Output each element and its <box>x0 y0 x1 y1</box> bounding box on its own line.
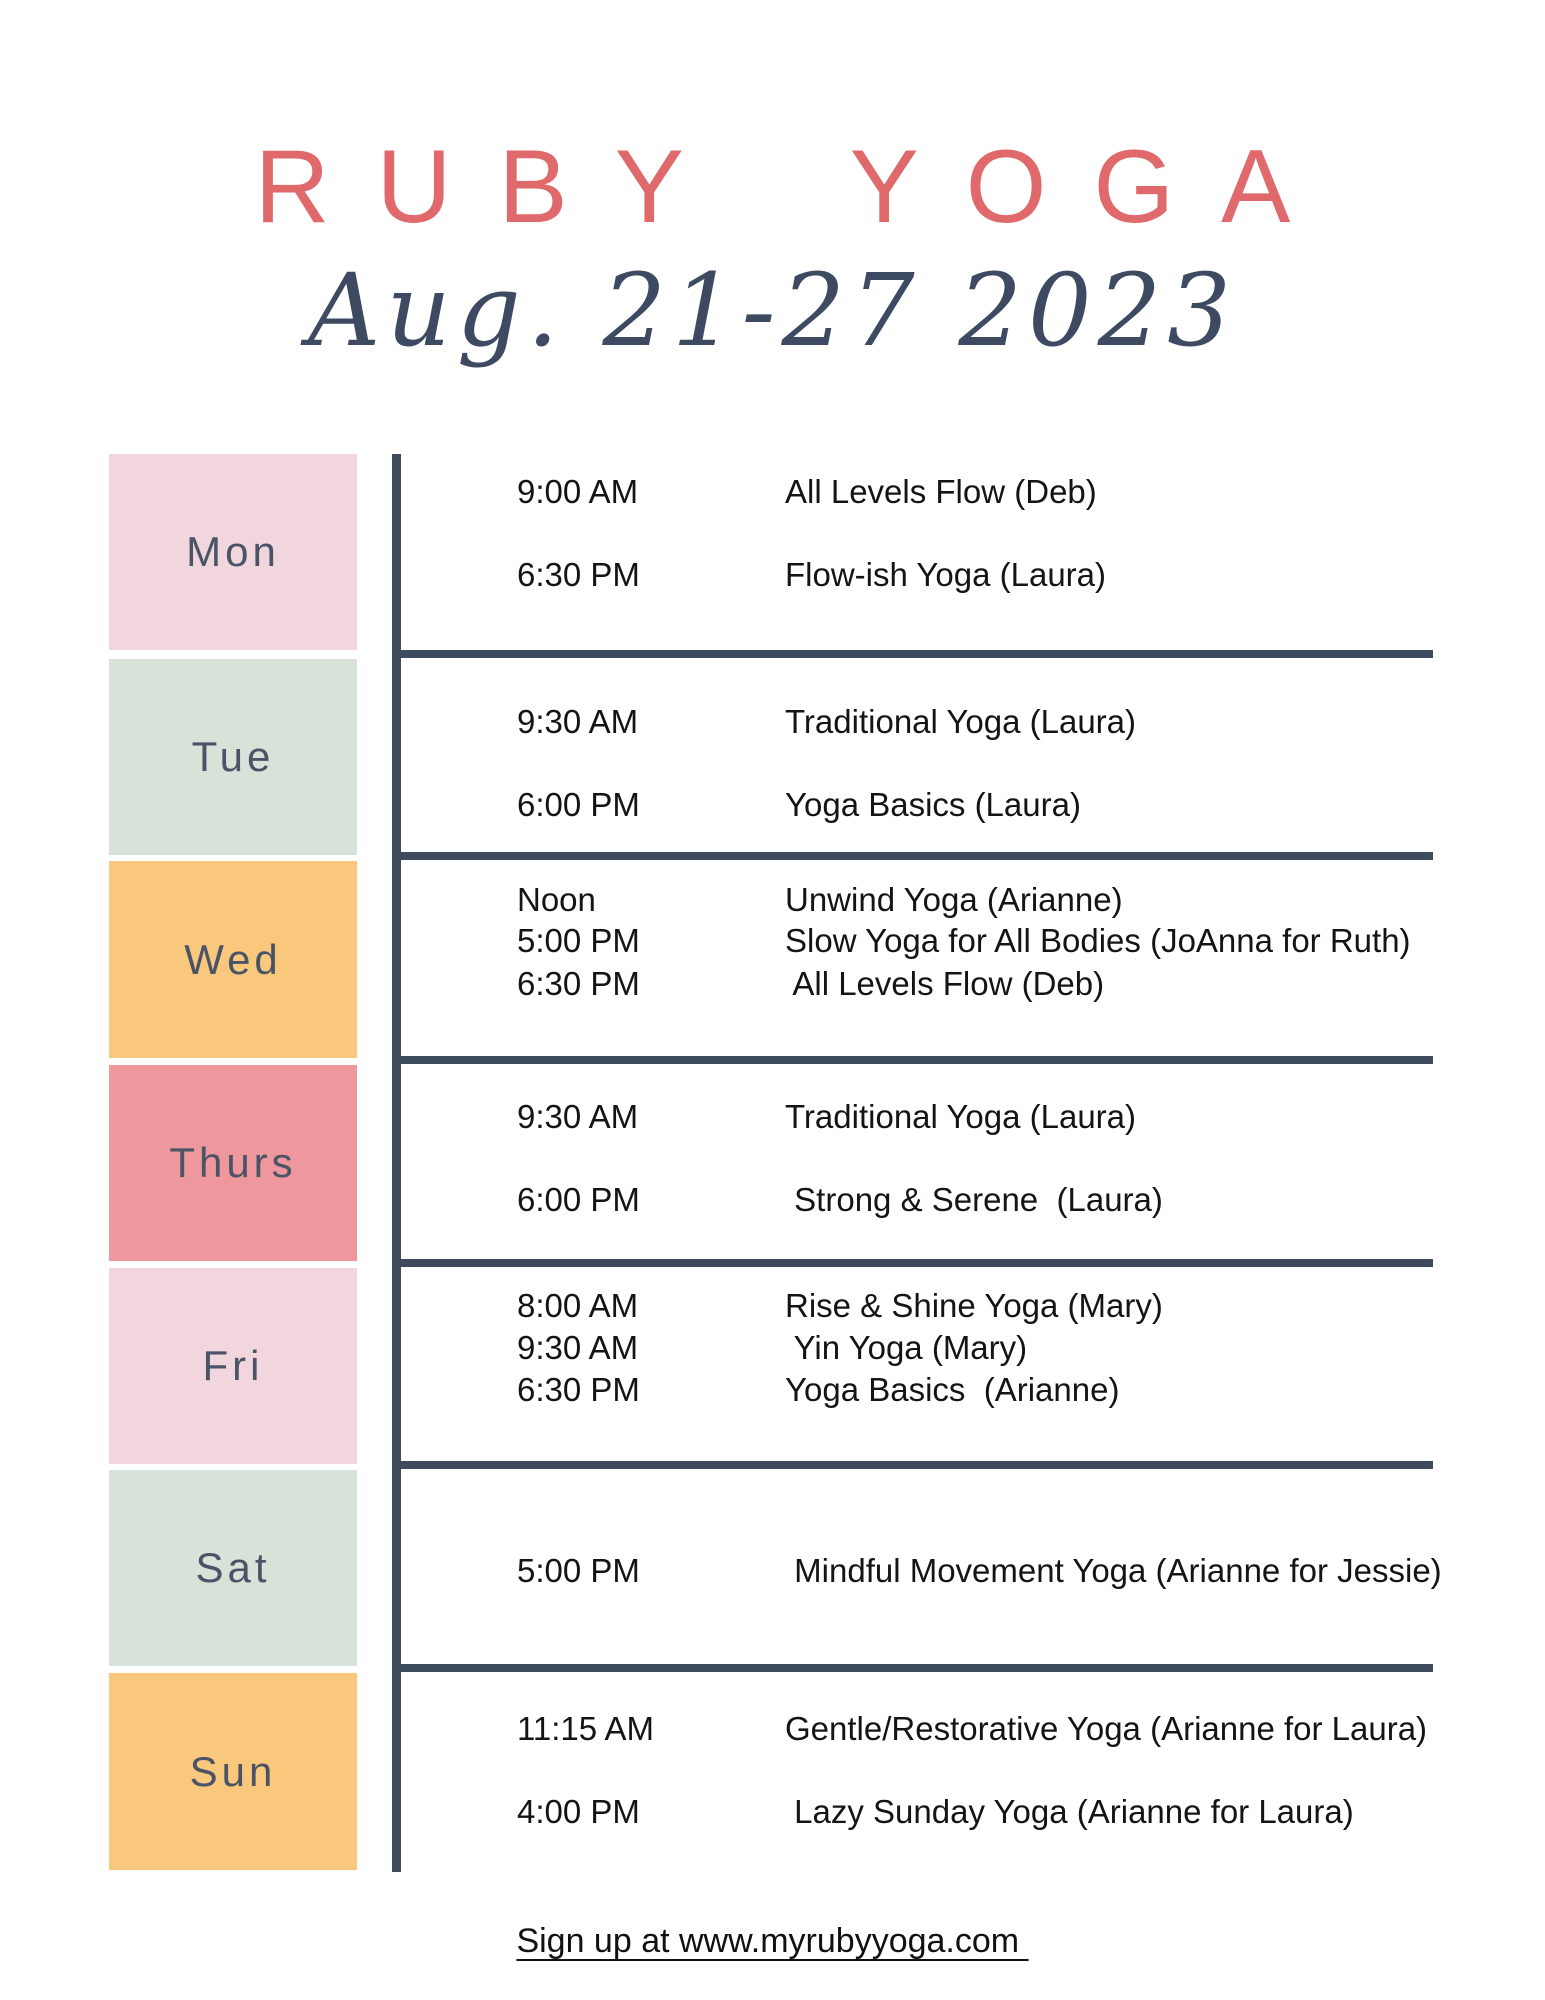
event-class-name: Traditional Yoga (Laura) <box>785 703 1137 740</box>
day-label: Wed <box>184 935 282 983</box>
event-row: 9:30 AM Yin Yoga (Mary) <box>0 1327 1545 1369</box>
event-class-name: Rise & Shine Yoga (Mary) <box>785 1287 1163 1324</box>
event-class-name: Traditional Yoga (Laura) <box>785 1098 1137 1135</box>
row-divider <box>392 852 1433 860</box>
event-class-name: Slow Yoga for All Bodies (JoAnna for Rut… <box>785 922 1411 959</box>
event-row: 6:30 PM All Levels Flow (Deb) <box>0 963 1545 1005</box>
event-row: 6:00 PM Strong & Serene (Laura) <box>0 1179 1545 1221</box>
event-time: 8:00 AM <box>517 1287 639 1324</box>
event-row: 6:30 PM Yoga Basics (Arianne) <box>0 1369 1545 1411</box>
event-class-name: Flow-ish Yoga (Laura) <box>785 556 1107 593</box>
event-row: 9:00 AM All Levels Flow (Deb) <box>0 471 1545 513</box>
event-row: Noon Unwind Yoga (Arianne) <box>0 879 1545 921</box>
event-time: 9:30 AM <box>517 1098 639 1135</box>
row-divider <box>392 650 1433 658</box>
day-block-fri: Fri <box>109 1268 357 1464</box>
event-class-name: Lazy Sunday Yoga (Arianne for Laura) <box>785 1793 1354 1830</box>
event-time: 6:30 PM <box>517 965 640 1002</box>
day-block-sat: Sat <box>109 1470 357 1666</box>
event-time: 9:00 AM <box>517 473 639 510</box>
week-date-range: Aug. 21-27 2023 <box>308 252 1237 369</box>
studio-name: RUBY YOGA <box>254 129 1338 245</box>
event-row: 4:00 PM Lazy Sunday Yoga (Arianne for La… <box>0 1791 1545 1833</box>
row-divider <box>392 1259 1433 1267</box>
event-row: 9:30 AM Traditional Yoga (Laura) <box>0 1096 1545 1138</box>
event-class-name: All Levels Flow (Deb) <box>785 473 1097 510</box>
event-row: 5:00 PM Slow Yoga for All Bodies (JoAnna … <box>0 920 1545 962</box>
day-block-mon: Mon <box>109 454 357 650</box>
schedule-vertical-rule <box>392 454 401 1872</box>
day-block-sun: Sun <box>109 1673 357 1870</box>
row-divider <box>392 1664 1433 1672</box>
event-class-name: Mindful Movement Yoga (Arianne for Jessi… <box>785 1552 1442 1589</box>
event-class-name: Strong & Serene (Laura) <box>785 1181 1163 1218</box>
event-row: 6:00 PM Yoga Basics (Laura) <box>0 784 1545 826</box>
event-class-name: Yoga Basics (Laura) <box>785 786 1081 823</box>
event-class-name: Yin Yoga (Mary) <box>785 1329 1028 1366</box>
event-class-name: Gentle/Restorative Yoga (Arianne for Lau… <box>785 1710 1428 1747</box>
day-block-tue: Tue <box>109 659 357 855</box>
signup-link[interactable]: Sign up at www.myrubyyoga.com <box>516 1922 1029 1960</box>
day-block-thurs: Thurs <box>109 1065 357 1261</box>
row-divider <box>392 1056 1433 1064</box>
day-label: Mon <box>186 528 280 575</box>
event-time: 9:30 AM <box>517 1329 639 1366</box>
event-row: 6:30 PM Flow-ish Yoga (Laura) <box>0 554 1545 596</box>
day-label: Tue <box>191 733 275 780</box>
event-class-name: All Levels Flow (Deb) <box>785 965 1105 1002</box>
day-label: Sun <box>189 1747 277 1795</box>
footer: Sign up at www.myrubyyoga.com <box>0 1922 1545 1961</box>
event-row: 5:00 PM Mindful Movement Yoga (Arianne f… <box>0 1550 1545 1592</box>
event-time: 5:00 PM <box>517 1552 640 1589</box>
day-label: Thurs <box>169 1139 297 1186</box>
event-time: 4:00 PM <box>517 1793 640 1830</box>
row-divider <box>392 1461 1433 1469</box>
event-time: 9:30 AM <box>517 703 639 740</box>
event-row: 8:00 AM Rise & Shine Yoga (Mary) <box>0 1285 1545 1327</box>
event-row: 11:15 AM Gentle/Restorative Yoga (Arianne… <box>0 1708 1545 1750</box>
event-time: 6:30 PM <box>517 1371 640 1408</box>
event-time: 11:15 AM <box>517 1710 654 1747</box>
day-label: Fri <box>202 1342 264 1389</box>
event-class-name: Unwind Yoga (Arianne) <box>785 881 1123 918</box>
event-time: 5:00 PM <box>517 922 640 959</box>
event-time: 6:00 PM <box>517 1181 640 1218</box>
event-class-name: Yoga Basics (Arianne) <box>785 1371 1120 1408</box>
event-time: 6:00 PM <box>517 786 640 823</box>
event-row: 9:30 AM Traditional Yoga (Laura) <box>0 701 1545 743</box>
event-time: 6:30 PM <box>517 556 640 593</box>
day-label: Sat <box>195 1544 271 1591</box>
day-block-wed: Wed <box>109 861 357 1058</box>
event-time: Noon <box>517 881 596 918</box>
